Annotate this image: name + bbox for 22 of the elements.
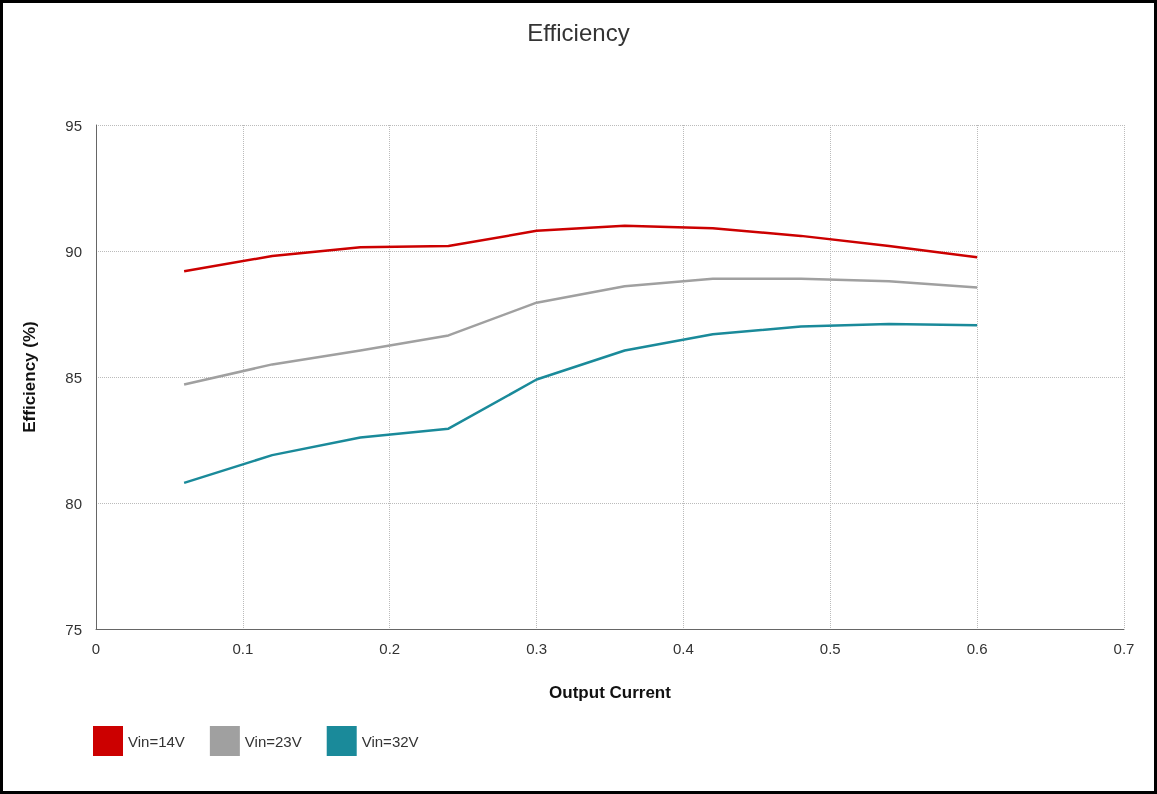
y-tick-label: 80	[65, 494, 82, 512]
x-tick-label: 0.6	[966, 640, 988, 657]
legend-label: Vin=23V	[244, 732, 302, 750]
x-tick-label: 0	[91, 640, 101, 657]
chart-title: Efficiency	[527, 18, 630, 46]
x-tick-label: 0.3	[526, 640, 547, 657]
y-tick-label: 95	[65, 116, 82, 134]
line-series	[182, 322, 979, 485]
legend-label: Vin=32V	[361, 732, 419, 750]
y-tick-label: 85	[65, 368, 82, 386]
x-tick-label: 0.1	[232, 640, 254, 657]
y-tick-label: 90	[65, 242, 82, 260]
x-axis-title: Output Current	[549, 683, 672, 702]
legend-label: Vin=14V	[128, 732, 185, 750]
x-tick-label: 0.4	[673, 640, 694, 657]
x-tick-label: 0.2	[379, 640, 401, 657]
line-series	[182, 224, 979, 273]
y-axis-title: Efficiency (%)	[20, 321, 39, 433]
line-series	[182, 277, 979, 386]
x-tick-label: 0.7	[1113, 640, 1135, 657]
x-tick-label: 0.5	[819, 640, 841, 657]
y-tick-label: 75	[65, 620, 82, 638]
